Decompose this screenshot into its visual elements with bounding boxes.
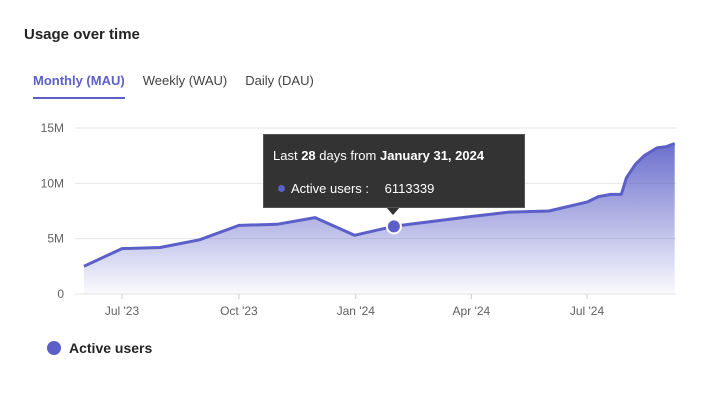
tooltip-date: January 31, 2024 xyxy=(380,148,485,163)
series-area xyxy=(83,143,675,294)
legend-item[interactable]: Active users xyxy=(47,340,152,356)
tooltip-arrow xyxy=(386,207,400,215)
series-dot-icon xyxy=(278,185,285,192)
x-tick-label: Apr '24 xyxy=(453,304,491,318)
highlight-point xyxy=(385,218,402,235)
y-tick-label: 10M xyxy=(41,176,64,190)
tab-monthly[interactable]: Monthly (MAU) xyxy=(33,73,125,99)
y-tick-label: 0 xyxy=(57,287,64,301)
y-tick-label: 5M xyxy=(47,232,64,246)
tab-weekly[interactable]: Weekly (WAU) xyxy=(142,73,228,88)
tooltip: Last 28 days from January 31, 2024 Activ… xyxy=(263,134,525,208)
x-tick-label: Oct '23 xyxy=(220,304,258,318)
series-line xyxy=(83,142,676,268)
tooltip-prefix: Last xyxy=(273,148,298,163)
tooltip-series: Active users : xyxy=(291,181,370,196)
x-tick-label: Jan '24 xyxy=(337,304,376,318)
x-tick-label: Jul '23 xyxy=(105,304,140,318)
y-tick-label: 15M xyxy=(41,121,64,135)
period-tabs: Monthly (MAU) Weekly (WAU) Daily (DAU) xyxy=(33,73,314,99)
usage-chart: 0 5M 10M 15M Jul '23 Oct '23 Jan '24 Apr '24 Jul… xyxy=(41,121,676,318)
tab-daily[interactable]: Daily (DAU) xyxy=(245,73,314,88)
legend-label: Active users xyxy=(69,340,153,356)
card-title: Usage over time xyxy=(24,26,140,43)
legend-dot-icon xyxy=(47,341,61,355)
tooltip-value: 6113339 xyxy=(384,181,435,196)
tooltip-days: 28 xyxy=(301,148,316,163)
tooltip-mid: days from xyxy=(319,148,377,163)
x-tick-label: Jul '24 xyxy=(570,304,605,318)
